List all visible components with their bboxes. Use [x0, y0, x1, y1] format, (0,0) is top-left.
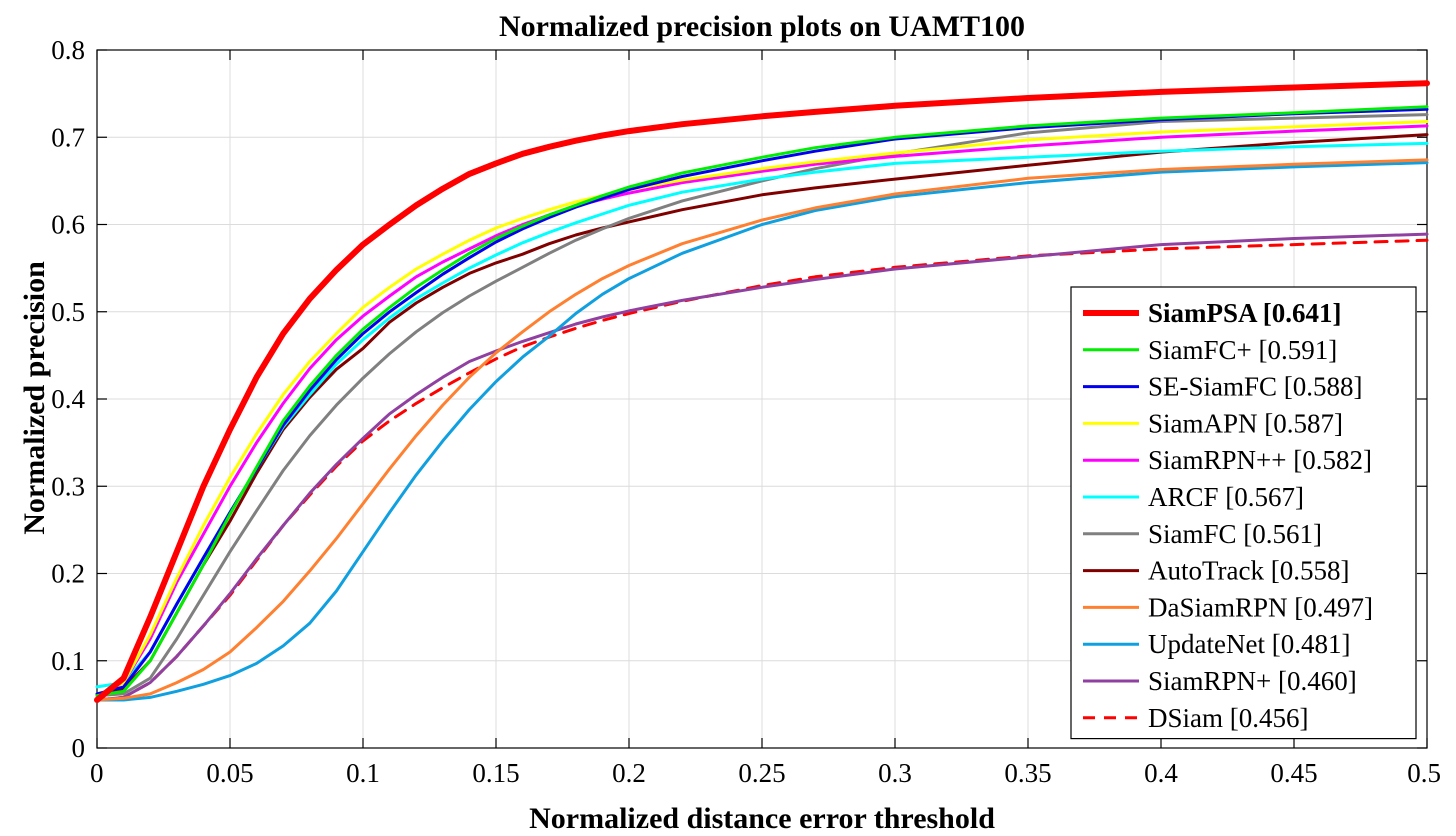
x-tick-label: 0.2	[612, 758, 646, 788]
series-lines	[94, 80, 1430, 703]
x-tick-label: 0.5	[1407, 758, 1441, 788]
legend-label: SiamAPN [0.587]	[1148, 408, 1343, 438]
y-tick-label: 0.4	[51, 384, 85, 414]
x-tick-label: 0.15	[472, 758, 519, 788]
y-tick-label: 0.3	[51, 471, 85, 501]
x-tick-label: 0.1	[346, 758, 380, 788]
series-line-siamapn	[95, 120, 1429, 698]
x-tick-label: 0	[90, 758, 104, 788]
series-line-siamrpn-	[95, 124, 1429, 698]
legend-label: SiamRPN++ [0.582]	[1148, 445, 1372, 475]
series-line-autotrack	[95, 133, 1429, 698]
series-line-dasiamrpn	[95, 158, 1429, 702]
legend-label: ARCF [0.567]	[1148, 482, 1304, 512]
x-tick-label: 0.05	[206, 758, 253, 788]
legend-label: SiamFC [0.561]	[1148, 519, 1322, 549]
legend-box	[1070, 286, 1417, 740]
y-tick-label: 0.8	[51, 35, 85, 65]
legend-label: SiamFC+ [0.591]	[1148, 335, 1337, 365]
y-tick-label: 0.7	[51, 122, 85, 152]
legend-label: AutoTrack [0.558]	[1148, 556, 1350, 586]
x-tick-label: 0.45	[1270, 758, 1317, 788]
legend-label: UpdateNet [0.481]	[1148, 629, 1350, 659]
y-axis-label: Normalized precision	[18, 261, 51, 535]
x-tick-label: 0.3	[878, 758, 912, 788]
legend-label: SiamRPN+ [0.460]	[1148, 666, 1357, 696]
series-line-updatenet	[95, 161, 1429, 702]
series-line-dsiam	[95, 238, 1429, 702]
legend-label: SiamPSA [0.641]	[1148, 298, 1342, 328]
legend-label: DaSiamRPN [0.497]	[1148, 592, 1373, 622]
y-tick-label: 0.1	[51, 646, 85, 676]
series-line-se-siamfc	[95, 107, 1429, 696]
series-line-siamfc-	[95, 105, 1429, 698]
y-tick-label: 0.2	[51, 559, 85, 589]
x-tick-label: 0.25	[738, 758, 785, 788]
chart-title: Normalized precision plots on UAMT100	[499, 10, 1025, 43]
series-line-siamfc	[95, 113, 1429, 698]
series-line-siampsa	[94, 80, 1430, 703]
x-tick-label: 0.4	[1144, 758, 1178, 788]
legend-label: DSiam [0.456]	[1148, 703, 1308, 733]
y-tick-label: 0.6	[51, 210, 85, 240]
axis-ticks: 0 0.05 0.1 0.15 0.2 0.25 0.3 0.35 0.4 0.45 0.5 0 0.1…	[51, 35, 1441, 788]
x-axis-label: Normalized distance error threshold	[529, 802, 995, 835]
legend-label: SE-SiamFC [0.588]	[1148, 372, 1363, 402]
x-tick-label: 0.35	[1004, 758, 1051, 788]
y-tick-label: 0	[72, 733, 86, 763]
series-line-siamrpn-	[95, 232, 1429, 702]
legend: SiamPSA [0.641] SiamFC+ [0.591] SE-SiamFC …	[1070, 286, 1417, 740]
y-tick-label: 0.5	[51, 297, 85, 327]
